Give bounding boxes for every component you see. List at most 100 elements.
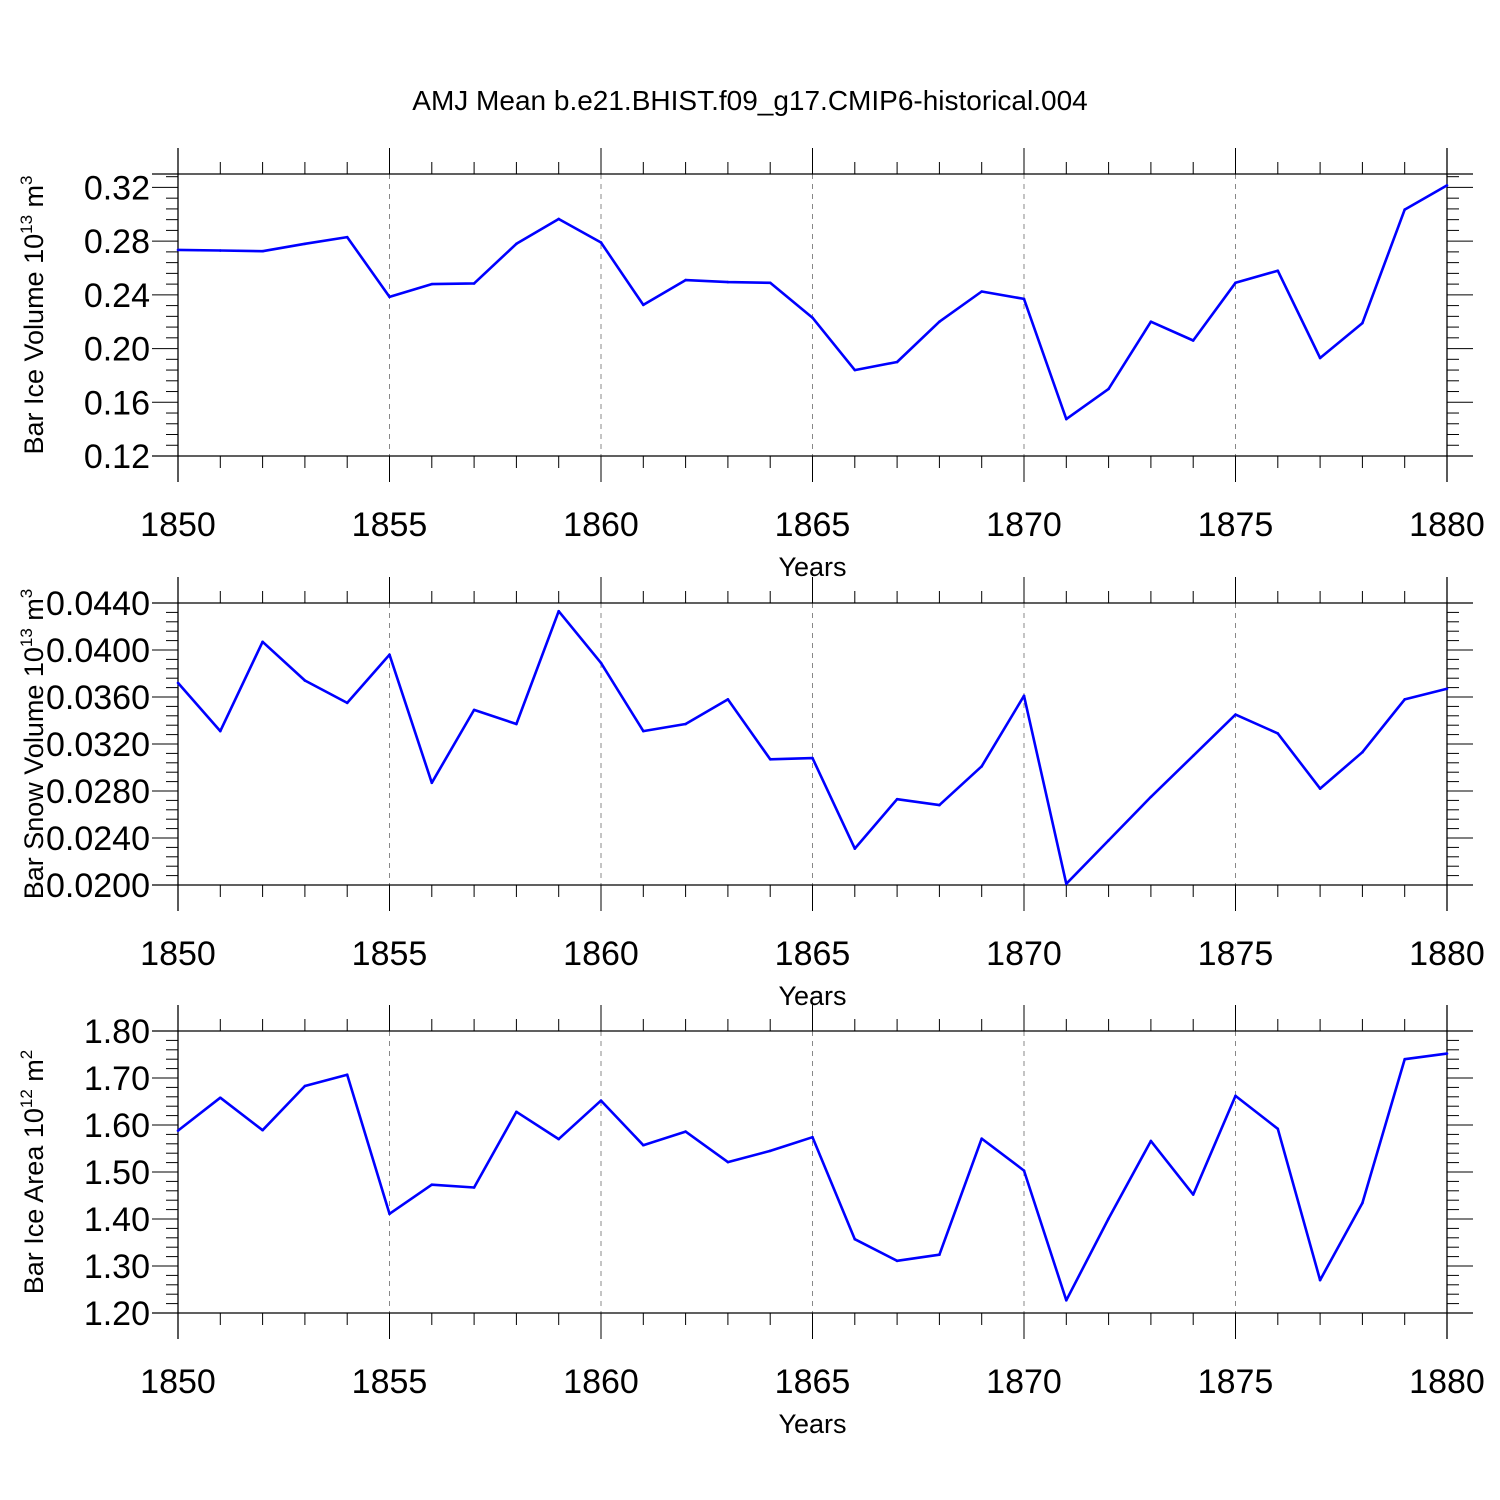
data-point xyxy=(938,320,941,324)
data-point xyxy=(768,757,772,761)
chart-panels: 0.12 0.16 0.20 0.24 0.28 0.32 1850 1855 1860 1865… xyxy=(17,148,1485,1439)
data-point xyxy=(1361,1201,1364,1205)
y-axis-label-exponent: 12 xyxy=(17,1089,36,1108)
y-axis-label-exponent: 13 xyxy=(17,215,36,234)
data-point xyxy=(1022,1169,1026,1172)
data-point xyxy=(1149,1139,1153,1143)
y-axis-label-text: Bar Ice Area 10 xyxy=(19,1108,49,1294)
y-axis-label: Bar Ice Volume 1013 m3 xyxy=(17,175,49,454)
data-point xyxy=(303,679,307,682)
x-tick-label: 1870 xyxy=(986,1363,1062,1401)
data-point xyxy=(261,1128,264,1132)
data-point xyxy=(1065,417,1068,421)
data-point xyxy=(345,701,349,705)
data-point xyxy=(980,1137,983,1140)
data-point xyxy=(684,722,687,726)
y-tick-label: 0.0440 xyxy=(46,585,150,623)
y-axis-label-text: Bar Ice Volume 10 xyxy=(19,234,49,455)
x-tick-label: 1855 xyxy=(352,935,428,973)
x-tick-label: 1860 xyxy=(563,506,639,544)
data-point xyxy=(345,1073,349,1077)
y-tick-label: 1.40 xyxy=(84,1201,150,1239)
y-axis-label-exponent: 13 xyxy=(17,628,36,647)
data-point xyxy=(980,765,983,768)
data-point xyxy=(1191,1193,1195,1196)
data-point xyxy=(1065,882,1068,886)
data-point xyxy=(1065,1299,1068,1302)
data-point xyxy=(980,290,983,293)
data-point xyxy=(768,1149,772,1153)
x-tick-label: 1850 xyxy=(140,506,216,544)
data-point xyxy=(472,708,476,712)
data-point xyxy=(684,1130,687,1133)
y-axis-label: Bar Snow Volume 1013 m3 xyxy=(17,589,49,900)
data-point xyxy=(388,653,391,656)
data-point xyxy=(895,360,899,364)
data-point xyxy=(1234,713,1237,716)
y-axis-label-unit: m xyxy=(19,598,49,628)
data-point xyxy=(1445,1052,1449,1055)
data-point xyxy=(853,1237,857,1241)
y-tick-label: 1.30 xyxy=(84,1248,150,1286)
data-point xyxy=(811,756,814,760)
data-point xyxy=(1107,839,1110,842)
x-tick-label: 1870 xyxy=(986,506,1062,544)
y-tick-label: 0.0240 xyxy=(46,820,150,858)
data-point xyxy=(219,1096,222,1100)
data-point xyxy=(853,847,857,850)
y-axis-label-unit: m xyxy=(19,1059,49,1089)
data-point xyxy=(1191,754,1195,758)
data-point xyxy=(684,278,687,282)
data-point xyxy=(1361,321,1364,325)
x-tick-label: 1880 xyxy=(1409,935,1485,973)
x-tick-label: 1860 xyxy=(563,1363,639,1401)
data-point xyxy=(599,661,603,665)
data-point xyxy=(1022,297,1026,301)
data-point xyxy=(1445,184,1449,187)
x-tick-label: 1865 xyxy=(775,506,851,544)
data-point xyxy=(515,1110,518,1114)
y-tick-label: 0.0280 xyxy=(46,773,150,811)
data-point xyxy=(1234,1094,1237,1098)
y-tick-label: 0.0320 xyxy=(46,726,150,764)
data-point xyxy=(1107,1217,1110,1220)
data-point xyxy=(811,316,814,319)
y-tick-label: 0.20 xyxy=(84,331,150,369)
data-point xyxy=(219,249,222,252)
data-point xyxy=(853,368,857,372)
y-tick-label: 1.20 xyxy=(84,1295,150,1333)
data-point xyxy=(938,803,941,807)
data-point xyxy=(1318,356,1322,360)
data-point xyxy=(515,722,518,726)
y-tick-label: 0.0360 xyxy=(46,679,150,717)
x-tick-label: 1870 xyxy=(986,935,1062,973)
y-tick-label: 1.60 xyxy=(84,1107,150,1145)
data-point xyxy=(1191,339,1195,342)
chart-panel-2: 0.0200 0.0240 0.0280 0.0320 0.0360 0.0400 0.04… xyxy=(17,577,1485,1011)
y-tick-label: 1.80 xyxy=(84,1013,150,1051)
y-tick-label: 1.70 xyxy=(84,1060,150,1098)
x-tick-label: 1865 xyxy=(775,1363,851,1401)
data-point xyxy=(515,242,518,246)
data-point xyxy=(345,235,349,239)
data-point xyxy=(388,1212,391,1216)
data-point xyxy=(176,1129,180,1132)
data-point xyxy=(1403,698,1406,701)
data-point xyxy=(599,1099,603,1102)
chart-title: AMJ Mean b.e21.BHIST.f09_g17.CMIP6-histo… xyxy=(412,85,1087,116)
y-tick-label: 0.24 xyxy=(84,277,150,315)
data-point xyxy=(261,249,264,253)
data-point xyxy=(1107,387,1110,391)
data-point xyxy=(811,1135,814,1139)
data-point xyxy=(1276,1127,1280,1131)
y-axis-label-unit-exponent: 2 xyxy=(17,1050,36,1059)
chart-panel-3: 1.20 1.30 1.40 1.50 1.60 1.70 1.80 1850 1855 1860… xyxy=(17,1005,1485,1439)
data-point xyxy=(1276,732,1280,735)
y-axis-label-unit-exponent: 3 xyxy=(17,175,36,184)
data-point xyxy=(430,781,434,785)
x-tick-label: 1850 xyxy=(140,935,216,973)
x-tick-label: 1855 xyxy=(352,506,428,544)
data-point xyxy=(1445,687,1449,691)
x-tick-label: 1865 xyxy=(775,935,851,973)
x-tick-label: 1855 xyxy=(352,1363,428,1401)
